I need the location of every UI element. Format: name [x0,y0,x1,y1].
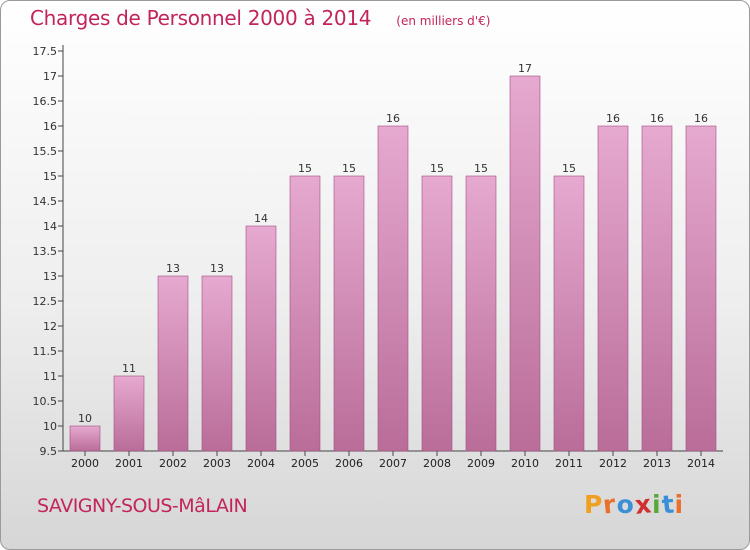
x-tick-label: 2002 [159,457,187,470]
data-label: 15 [430,162,444,175]
x-tick-label: 2009 [467,457,495,470]
x-tick-label: 2012 [599,457,627,470]
bar [333,175,365,452]
x-tick-label: 2000 [71,457,99,470]
x-tick-label: 2005 [291,457,319,470]
x-tick-label: 2013 [643,457,671,470]
y-tick-label: 13.5 [33,245,58,258]
data-label: 16 [606,112,620,125]
data-label: 14 [254,212,268,225]
y-tick-label: 14.5 [33,195,58,208]
x-tick-label: 2001 [115,457,143,470]
data-label: 13 [166,262,180,275]
data-label: 15 [342,162,356,175]
y-tick-label: 12.5 [33,295,58,308]
y-tick-label: 17 [43,70,57,83]
data-label: 15 [562,162,576,175]
y-tick-label: 11.5 [33,345,58,358]
bar [201,275,233,452]
x-tick-label: 2008 [423,457,451,470]
bar [641,125,673,452]
bar [245,225,277,452]
y-tick-label: 17.5 [33,45,58,58]
logo-letter: o [616,490,635,519]
data-label: 16 [694,112,708,125]
y-tick-label: 10 [43,420,57,433]
data-label: 15 [474,162,488,175]
y-tick-label: 9.5 [40,445,58,458]
bar [421,175,453,452]
data-label: 16 [650,112,664,125]
proxiti-logo: Proxiti [584,489,685,520]
bar [553,175,585,452]
x-tick-label: 2011 [555,457,583,470]
x-tick-label: 2014 [687,457,715,470]
x-tick-label: 2007 [379,457,407,470]
logo-letter: t [660,489,677,520]
x-tick-label: 2010 [511,457,539,470]
data-label: 15 [298,162,312,175]
data-label: 13 [210,262,224,275]
bar [685,125,717,452]
x-tick-label: 2006 [335,457,363,470]
y-tick-label: 16 [43,120,57,133]
chart-header: Charges de Personnel 2000 à 2014 (en mil… [30,6,490,30]
data-label: 10 [78,412,92,425]
y-tick-label: 12 [43,320,57,333]
data-label: 16 [386,112,400,125]
bar [377,125,409,452]
data-label: 17 [518,62,532,75]
logo-letter: i [674,490,685,519]
y-tick-label: 15.5 [33,145,58,158]
data-label: 11 [122,362,136,375]
x-tick-label: 2004 [247,457,275,470]
logo-letter: P [584,490,604,519]
chart-title: Charges de Personnel 2000 à 2014 [30,6,372,30]
y-tick-label: 14 [43,220,57,233]
commune-name: SAVIGNY-SOUS-MâLAIN [37,495,248,517]
logo-letter: x [633,489,654,520]
bar [157,275,189,452]
bar [113,375,145,452]
x-tick-label: 2003 [203,457,231,470]
bar [289,175,321,452]
y-tick-label: 11 [43,370,57,383]
chart-subtitle: (en milliers d'€) [396,14,491,28]
y-tick-label: 13 [43,270,57,283]
bar [465,175,497,452]
y-tick-label: 15 [43,170,57,183]
y-tick-label: 16.5 [33,95,58,108]
bar [597,125,629,452]
logo-letter: i [652,490,662,519]
bar [509,75,541,452]
bar [69,425,101,452]
y-tick-label: 10.5 [33,395,58,408]
